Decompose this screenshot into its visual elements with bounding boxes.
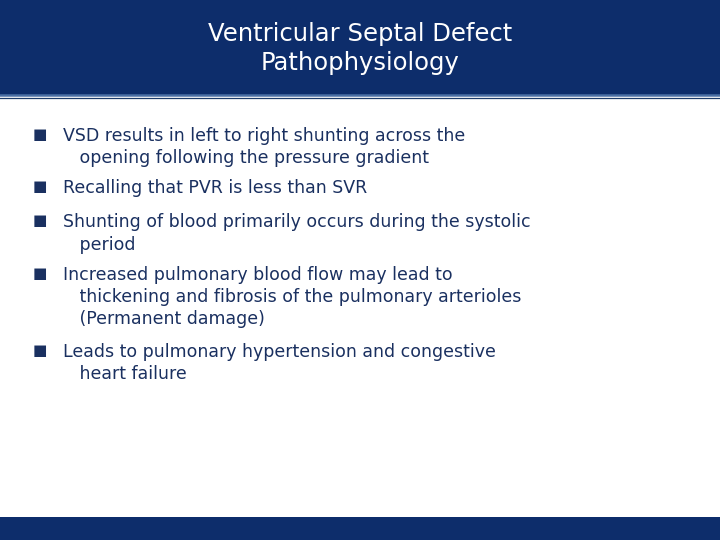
Text: Pathophysiology: Pathophysiology [261,51,459,76]
Text: Leads to pulmonary hypertension and congestive
   heart failure: Leads to pulmonary hypertension and cong… [63,343,496,383]
Text: Recalling that PVR is less than SVR: Recalling that PVR is less than SVR [63,179,368,197]
FancyBboxPatch shape [0,517,720,540]
Text: ■: ■ [32,266,47,281]
FancyBboxPatch shape [0,0,720,94]
Text: ■: ■ [32,179,47,194]
Text: Increased pulmonary blood flow may lead to
   thickening and fibrosis of the pul: Increased pulmonary blood flow may lead … [63,266,522,328]
Text: ■: ■ [32,213,47,228]
Text: Shunting of blood primarily occurs during the systolic
   period: Shunting of blood primarily occurs durin… [63,213,531,253]
Text: ■: ■ [32,343,47,358]
Text: Ventricular Septal Defect: Ventricular Septal Defect [208,22,512,46]
Text: VSD results in left to right shunting across the
   opening following the pressu: VSD results in left to right shunting ac… [63,127,466,167]
Text: ■: ■ [32,127,47,142]
